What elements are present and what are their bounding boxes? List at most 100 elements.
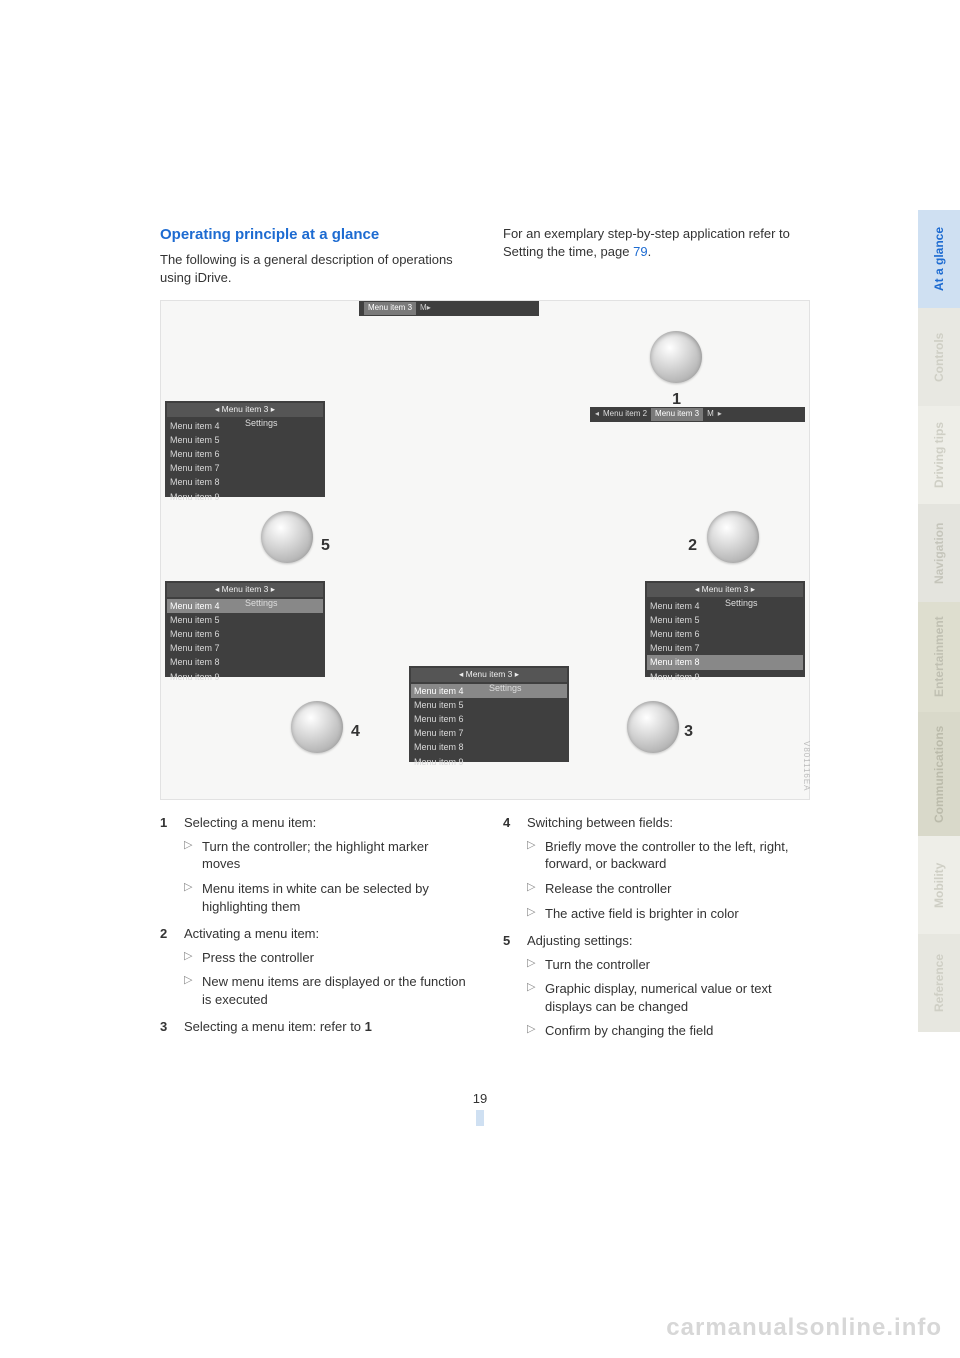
fig-knob-3 — [627, 701, 679, 753]
step-label: Switching between fields: — [527, 815, 673, 830]
side-tab[interactable]: Mobility — [918, 836, 960, 934]
menu-row: Menu item 6 — [411, 712, 567, 726]
side-tab[interactable]: Entertainment — [918, 602, 960, 712]
step-number: 1 — [160, 814, 167, 832]
step-item: 2 Activating a menu item: Press the contro… — [160, 925, 467, 1008]
side-tab[interactable]: Navigation — [918, 504, 960, 602]
fig-topbar-right: ◂ Menu item 2 Menu item 3 M ▸ — [590, 407, 805, 422]
step-subitem: Graphic display, numerical value or text… — [527, 980, 810, 1015]
fig-knob-1 — [650, 331, 702, 383]
fig-panel-5-hdr: Menu item 3 — [222, 404, 269, 414]
menu-row: Menu item 8 — [167, 655, 323, 669]
step-number: 5 — [503, 932, 510, 950]
fig-tab-1: Menu item 3 — [651, 408, 703, 421]
step-item: 1 Selecting a menu item: Turn the controll… — [160, 814, 467, 915]
fig-panel-3c-settings: Settings — [489, 682, 522, 694]
steps-right: 4 Switching between fields: Briefly move t… — [503, 814, 810, 1039]
watermark: carmanualsonline.info — [666, 1312, 942, 1344]
section-title: Operating principle at a glance — [160, 225, 467, 245]
fig-panel-4: ◂ Menu item 3 ▸ Menu item 4Menu item 5Me… — [165, 581, 325, 677]
side-tab[interactable]: At a glance — [918, 210, 960, 308]
menu-row: Menu item 9 — [167, 490, 323, 504]
fig-panel-5-settings: Settings — [245, 417, 278, 429]
step-label: Selecting a menu item: — [184, 815, 316, 830]
fig-panel-4-settings: Settings — [245, 597, 278, 609]
menu-row: Menu item 6 — [647, 627, 803, 641]
menu-row: Menu item 5 — [167, 433, 323, 447]
page-number: 19 — [465, 1090, 495, 1126]
step-label: Adjusting settings: — [527, 933, 633, 948]
menu-row: Menu item 6 — [167, 447, 323, 461]
figure-id: V801116EA — [800, 741, 811, 792]
side-tab[interactable]: Controls — [918, 308, 960, 406]
step-label: Selecting a menu item: refer to 1 — [184, 1019, 372, 1034]
fig-knob-2-label: 2 — [688, 535, 697, 557]
menu-row: Menu item 7 — [167, 461, 323, 475]
step-item: 5 Adjusting settings: Turn the controller G… — [503, 932, 810, 1040]
crossref-text: For an exemplary step-by-step applicatio… — [503, 225, 810, 260]
step-subitem: Turn the controller — [527, 956, 810, 974]
crossref-page-link[interactable]: 79 — [633, 244, 647, 259]
step-subitem: New menu items are displayed or the func… — [184, 973, 467, 1008]
step-subitem: The active field is brighter in color — [527, 905, 810, 923]
fig-topbar-center: Menu item 3 M▸ — [359, 301, 539, 316]
menu-row: Menu item 9 — [411, 755, 567, 769]
fig-panel-3: ◂ Menu item 3 ▸ Menu item 4Menu item 5Me… — [645, 581, 805, 677]
step-label: Activating a menu item: — [184, 926, 319, 941]
step-sublist: Turn the controller; the highlight marke… — [184, 838, 467, 915]
step-subitem: Press the controller — [184, 949, 467, 967]
step-subitem: Briefly move the controller to the left,… — [527, 838, 810, 873]
steps-left: 1 Selecting a menu item: Turn the controll… — [160, 814, 467, 1035]
menu-row: Menu item 8 — [647, 655, 803, 669]
step-number: 2 — [160, 925, 167, 943]
fig-knob-3-label: 3 — [684, 721, 693, 743]
side-tab[interactable]: Reference — [918, 934, 960, 1032]
step-sublist: Briefly move the controller to the left,… — [527, 838, 810, 922]
step-sublist: Press the controller New menu items are d… — [184, 949, 467, 1009]
fig-panel-3-hdr: Menu item 3 — [702, 584, 749, 594]
fig-panel-5: ◂ Menu item 3 ▸ Menu item 4Menu item 5Me… — [165, 401, 325, 497]
menu-row: Menu item 5 — [167, 613, 323, 627]
fig-knob-4 — [291, 701, 343, 753]
idrive-figure: V801116EA Menu item 3 M▸ 1 ◂ Menu item 3… — [160, 300, 810, 800]
crossref-post: . — [648, 244, 652, 259]
fig-tab-2: M — [707, 409, 714, 420]
fig-panel-3c-rows: Menu item 4Menu item 5Menu item 6Menu it… — [411, 684, 567, 769]
fig-knob-2 — [707, 511, 759, 563]
side-tabs: At a glanceControlsDriving tipsNavigatio… — [918, 210, 960, 1032]
step-subitem: Confirm by changing the field — [527, 1022, 810, 1040]
fig-panel-3c: ◂ Menu item 3 ▸ Menu item 4Menu item 5Me… — [409, 666, 569, 762]
step-subitem: Turn the controller; the highlight marke… — [184, 838, 467, 873]
step-number: 3 — [160, 1018, 167, 1036]
menu-row: Menu item 6 — [167, 627, 323, 641]
menu-row: Menu item 8 — [167, 475, 323, 489]
fig-panel-3-rows: Menu item 4Menu item 5Menu item 6Menu it… — [647, 599, 803, 684]
step-number: 4 — [503, 814, 510, 832]
menu-row: Menu item 9 — [647, 670, 803, 684]
side-tab[interactable]: Communications — [918, 712, 960, 836]
fig-panel-4-rows: Menu item 4Menu item 5Menu item 6Menu it… — [167, 599, 323, 684]
fig-knob-5 — [261, 511, 313, 563]
fig-panel-3c-hdr: Menu item 3 — [466, 669, 513, 679]
intro-text: The following is a general description o… — [160, 251, 467, 286]
fig-panel-4-hdr: Menu item 3 — [222, 584, 269, 594]
fig-tab-0: Menu item 2 — [603, 409, 647, 420]
step-subitem: Menu items in white can be selected by h… — [184, 880, 467, 915]
menu-row: Menu item 5 — [411, 698, 567, 712]
page-number-bar — [476, 1110, 484, 1126]
fig-knob-5-label: 5 — [321, 535, 330, 557]
side-tab[interactable]: Driving tips — [918, 406, 960, 504]
fig-panel-3-settings: Settings — [725, 597, 758, 609]
menu-row: Menu item 7 — [411, 726, 567, 740]
menu-row: Menu item 5 — [647, 613, 803, 627]
step-item: 4 Switching between fields: Briefly move t… — [503, 814, 810, 922]
page-number-text: 19 — [473, 1091, 487, 1106]
fig-knob-4-label: 4 — [351, 721, 360, 743]
menu-row: Menu item 7 — [647, 641, 803, 655]
fig-topbar-chip: Menu item 3 — [364, 302, 416, 315]
menu-row: Menu item 7 — [167, 641, 323, 655]
menu-row: Menu item 8 — [411, 740, 567, 754]
fig-panel-5-rows: Menu item 4Menu item 5Menu item 6Menu it… — [167, 419, 323, 504]
step-subitem: Release the controller — [527, 880, 810, 898]
step-sublist: Turn the controller Graphic display, nume… — [527, 956, 810, 1040]
